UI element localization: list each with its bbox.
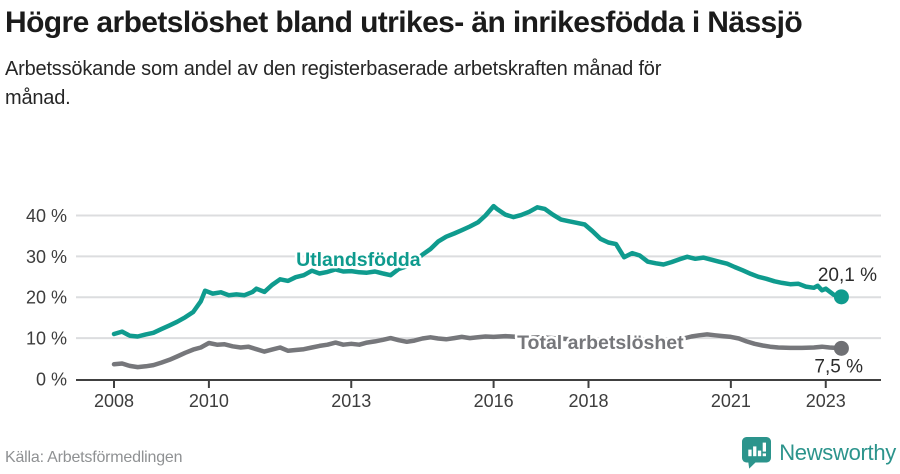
x-tick-label-2016: 2016 <box>474 391 514 411</box>
y-tick-label-10: 10 % <box>26 329 67 349</box>
series-line-total <box>111 332 844 370</box>
series-line-utlandsfodda <box>111 203 844 339</box>
logo-bar-2 <box>753 446 757 457</box>
x-tick-label-2021: 2021 <box>711 391 751 411</box>
page-subtitle: Arbetssökande som andel av den registerb… <box>5 58 662 109</box>
end-value-label-utlandsfodda: 20,1 % <box>818 265 877 286</box>
x-tick-label-2013: 2013 <box>331 391 371 411</box>
source-note: Källa: Arbetsförmedlingen <box>5 449 183 466</box>
chart-header: Högre arbetslöshet bland utrikes- än inr… <box>5 4 803 113</box>
page-title: Högre arbetslöshet bland utrikes- än inr… <box>5 6 803 39</box>
x-tick-label-2023: 2023 <box>806 391 846 411</box>
x-tick-label-2008: 2008 <box>94 391 134 411</box>
newsworthy-logo: Newsworthy <box>741 436 896 469</box>
y-tick-label-30: 30 % <box>26 247 67 267</box>
logo-exclamation-dot <box>762 453 767 457</box>
y-tick-label-40: 40 % <box>26 206 67 226</box>
newsworthy-logo-text: Newsworthy <box>779 439 896 465</box>
logo-bar-3 <box>758 450 762 457</box>
logo-bar-1 <box>748 449 752 457</box>
series-end-dot-utlandsfodda <box>833 289 849 305</box>
newsworthy-logo-icon <box>742 437 772 469</box>
series-end-dot-total <box>833 340 849 356</box>
series-label-total: Total arbetslöshet <box>517 332 684 354</box>
y-tick-label-20: 20 % <box>26 288 67 308</box>
series-label-utlandsfodda: Utlandsfödda <box>296 249 421 271</box>
y-tick-label-0: 0 % <box>36 370 67 390</box>
x-tick-label-2010: 2010 <box>189 391 229 411</box>
end-value-label-total: 7,5 % <box>814 356 863 377</box>
logo-exclamation-bar <box>762 442 767 452</box>
x-tick-label-2018: 2018 <box>568 391 608 411</box>
